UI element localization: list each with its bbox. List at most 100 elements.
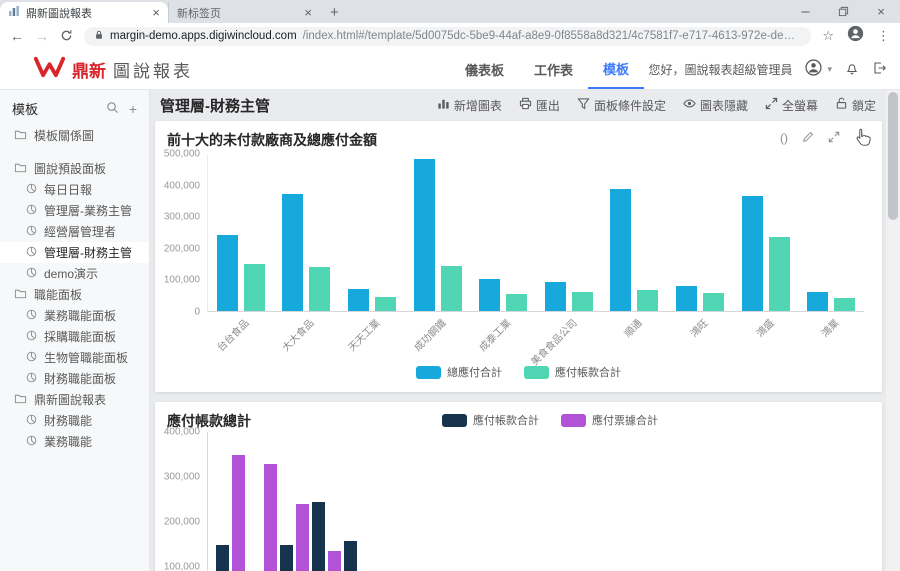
browser-tab-active[interactable]: 鼎新圖說報表 ×	[0, 2, 168, 23]
legend-swatch	[442, 413, 467, 427]
logout-icon[interactable]	[872, 61, 886, 78]
sidebar-group[interactable]: 職能面板	[0, 284, 149, 305]
sidebar-item[interactable]: 財務職能	[0, 410, 149, 431]
sidebar-item[interactable]: demo演示	[0, 263, 149, 284]
app-header: 鼎新 圖說報表 儀表板 工作表 模板 您好，圖說報表超級管理員 ▾	[0, 49, 900, 90]
bar-總應付合計[interactable]	[347, 288, 369, 311]
tab-close-icon[interactable]: ×	[304, 5, 312, 20]
bar-總應付合計[interactable]	[216, 235, 238, 311]
toolbar-lock-button[interactable]: 鎖定	[835, 97, 876, 114]
tab-close-icon[interactable]: ×	[152, 5, 160, 20]
chart1-legend: 總應付合計 應付帳款合計	[155, 364, 882, 380]
chart-refresh-icon[interactable]: ()	[780, 131, 788, 145]
sidebar-item[interactable]: 業務職能面板	[0, 305, 149, 326]
x-axis-label: 順通	[623, 317, 645, 340]
window-close-button[interactable]: ×	[877, 3, 885, 19]
y-axis-tick: 300,000	[163, 211, 200, 223]
sidebar-group[interactable]: 鼎新圖說報表	[0, 389, 149, 410]
reload-icon[interactable]	[60, 29, 73, 44]
toolbar-eye-button[interactable]: 圖表隱藏	[683, 97, 748, 114]
logo-mark-icon	[33, 56, 66, 83]
browser-menu-icon[interactable]: ⋮	[877, 28, 890, 43]
bar-應付票據合計[interactable]	[328, 551, 341, 571]
back-icon[interactable]: ←	[10, 28, 24, 44]
chart-expand-icon[interactable]	[828, 131, 840, 145]
bar-應付帳款合計[interactable]	[243, 263, 265, 311]
forward-icon[interactable]: →	[35, 28, 49, 44]
bar-總應付合計[interactable]	[282, 194, 304, 311]
chart1-bar-group: 美食食品公司	[529, 154, 593, 368]
notifications-bell-icon[interactable]	[845, 61, 859, 78]
nav-tab-worksheet[interactable]: 工作表	[534, 62, 574, 78]
nav-tab-dashboard[interactable]: 儀表板	[465, 62, 505, 78]
chart-more-menu-icon[interactable]: ⋮	[854, 130, 868, 146]
bar-應付帳款合計[interactable]	[637, 290, 659, 311]
window-controls: ×	[786, 0, 900, 22]
bar-應付票據合計[interactable]	[264, 464, 277, 571]
browser-profile-icon[interactable]	[847, 25, 864, 47]
user-avatar-icon[interactable]	[805, 59, 823, 79]
toolbar-bar-chart-button[interactable]: 新增圖表	[437, 97, 502, 114]
bar-應付帳款合計[interactable]	[506, 293, 528, 311]
folder-icon	[14, 392, 27, 408]
folder-icon	[14, 128, 27, 144]
nav-tab-template[interactable]: 模板	[588, 49, 645, 89]
toolbar-fullscreen-button[interactable]: 全螢幕	[765, 97, 818, 114]
bar-應付票據合計[interactable]	[296, 504, 309, 571]
bar-總應付合計[interactable]	[741, 195, 763, 311]
chevron-down-icon[interactable]: ▾	[827, 63, 832, 74]
page-scrollbar[interactable]	[886, 90, 900, 571]
legend-item[interactable]: 應付票據合計	[561, 412, 658, 428]
dashboard-pie-icon	[26, 414, 37, 428]
sidebar-item[interactable]: 採購職能面板	[0, 326, 149, 347]
sidebar-item[interactable]: 生物管職能面板	[0, 347, 149, 368]
bar-應付帳款合計[interactable]	[768, 236, 790, 311]
url-input[interactable]: margin-demo.apps.digiwincloud.com/index.…	[84, 26, 812, 46]
bar-應付帳款合計[interactable]	[834, 297, 856, 311]
sidebar-item[interactable]: 每日日報	[0, 179, 149, 200]
bar-應付票據合計[interactable]	[232, 454, 245, 571]
sidebar-item[interactable]: 經營層管理者	[0, 221, 149, 242]
sidebar-group[interactable]: 圖說預設面板	[0, 158, 149, 179]
window-restore-button[interactable]	[824, 0, 862, 22]
bar-總應付合計[interactable]	[610, 189, 632, 311]
bar-總應付合計[interactable]	[479, 279, 501, 311]
legend-item[interactable]: 應付帳款合計	[442, 412, 539, 428]
chart-edit-icon[interactable]	[802, 131, 814, 145]
dashboard-pie-icon	[26, 309, 37, 323]
legend-item[interactable]: 總應付合計	[416, 364, 502, 380]
search-icon[interactable]	[106, 101, 119, 117]
bar-應付帳款合計[interactable]	[216, 544, 229, 571]
app-logo[interactable]: 鼎新 圖說報表	[33, 56, 193, 83]
toolbar-funnel-button[interactable]: 面板條件設定	[577, 97, 666, 114]
bar-應付帳款合計[interactable]	[344, 540, 357, 571]
y-axis-tick: 400,000	[163, 180, 200, 192]
toolbar-printer-button[interactable]: 匯出	[519, 97, 560, 114]
bar-應付帳款合計[interactable]	[312, 501, 325, 571]
sidebar-item[interactable]: 財務職能面板	[0, 368, 149, 389]
sidebar-item[interactable]: 管理層-業務主管	[0, 200, 149, 221]
bar-應付帳款合計[interactable]	[374, 296, 396, 311]
bar-應付帳款合計[interactable]	[702, 293, 724, 311]
bookmark-star-icon[interactable]: ☆	[822, 28, 834, 43]
sidebar-item[interactable]: 管理層-財務主管	[0, 242, 149, 263]
bar-總應付合計[interactable]	[675, 285, 697, 311]
scrollbar-thumb[interactable]	[888, 92, 898, 220]
sidebar-group[interactable]: 模板關係圖	[0, 125, 149, 146]
bar-總應付合計[interactable]	[807, 292, 829, 311]
x-axis-label: 大大食品	[280, 317, 317, 354]
printer-icon	[519, 97, 532, 113]
add-template-icon[interactable]: +	[128, 100, 137, 117]
y-axis-tick: 200,000	[163, 516, 200, 528]
sidebar-item[interactable]: 業務職能	[0, 431, 149, 452]
bar-應付帳款合計[interactable]	[309, 267, 331, 311]
browser-tab-newtab[interactable]: 新标签页 ×	[168, 2, 320, 23]
bar-總應付合計[interactable]	[413, 159, 435, 311]
legend-item[interactable]: 應付帳款合計	[524, 364, 621, 380]
window-minimize-button[interactable]	[786, 0, 824, 22]
new-tab-button[interactable]: +	[330, 4, 339, 21]
bar-應付帳款合計[interactable]	[571, 292, 593, 311]
bar-總應付合計[interactable]	[544, 281, 566, 311]
bar-應付帳款合計[interactable]	[280, 545, 293, 571]
bar-應付帳款合計[interactable]	[440, 266, 462, 311]
